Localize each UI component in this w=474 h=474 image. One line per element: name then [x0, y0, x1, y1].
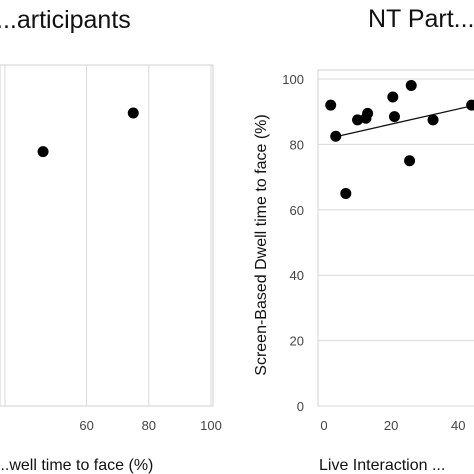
right-data-point	[340, 187, 352, 199]
right-y-tick-label: 100	[282, 72, 304, 87]
right-data-point	[330, 130, 342, 142]
right-data-point	[388, 111, 400, 123]
right-data-point	[404, 155, 416, 167]
right-data-point	[405, 80, 417, 92]
right-gridlines	[318, 78, 474, 407]
left-gridlines	[4, 65, 212, 406]
right-y-tick-label: 60	[290, 203, 304, 218]
left-x-tick-label: 60	[79, 418, 93, 433]
right-points	[325, 80, 474, 199]
right-x-ticks: 0 20 40	[320, 418, 465, 433]
right-x-tick-label: 40	[451, 418, 465, 433]
right-data-point	[352, 114, 364, 126]
left-x-tick-label: 100	[200, 418, 222, 433]
right-x-tick-label: 0	[320, 418, 327, 433]
right-y-tick-label: 40	[290, 268, 304, 283]
left-plot-frame	[0, 64, 214, 407]
right-y-tick-label: 0	[297, 399, 304, 414]
right-y-tick-label: 80	[290, 137, 304, 152]
right-panel: 0 20 40 60 80 100 0 20 40 NT Part... Screen-Bas…	[253, 5, 474, 474]
left-x-ticks: 60 80 100	[79, 418, 221, 433]
left-data-point	[127, 107, 139, 119]
left-data-point	[37, 146, 49, 158]
right-data-point	[387, 91, 399, 103]
left-x-axis-label: ...well time to face (%)	[0, 457, 153, 474]
right-data-point	[362, 107, 374, 119]
left-x-tick-label: 80	[142, 418, 156, 433]
right-y-ticks: 0 20 40 60 80 100	[282, 72, 304, 414]
right-data-point	[466, 99, 474, 111]
left-chart-title: ...articipants	[0, 6, 131, 34]
left-panel: 60 80 100 ...articipants ...well time to f…	[0, 6, 222, 474]
left-points	[37, 107, 139, 158]
trendline	[330, 104, 474, 139]
right-data-point	[325, 99, 337, 111]
right-data-point	[427, 114, 439, 126]
right-y-axis-label: Screen-Based Dwell time to face (%)	[253, 114, 270, 375]
right-x-tick-label: 20	[384, 418, 398, 433]
right-x-axis-label: Live Interaction ...	[319, 457, 445, 474]
right-y-tick-label: 20	[290, 334, 304, 349]
right-chart-title: NT Part...	[368, 5, 474, 33]
